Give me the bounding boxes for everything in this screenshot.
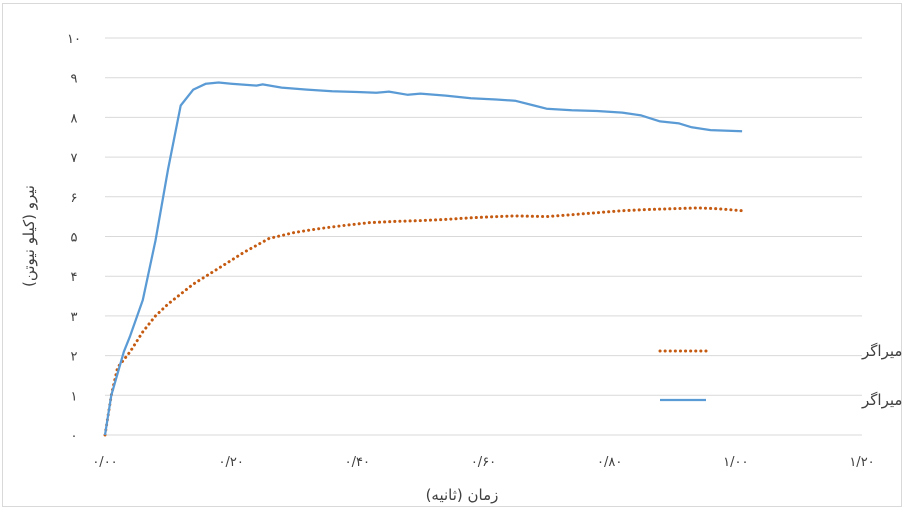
y-axis-tick-labels: ۰ ۱ ۲ ۳ ۴ ۵ ۶ ۷ ۸ ۹ ۱۰ — [67, 32, 81, 444]
x-tick-label: ۰/۴۰ — [345, 455, 370, 470]
y-tick-label: ۰ — [71, 429, 78, 444]
x-axis-tick-labels: ۰/۰۰ ۰/۲۰ ۰/۴۰ ۰/۶۰ ۰/۸۰ ۱/۰۰ ۱/۲۰ — [92, 455, 874, 470]
x-tick-label: ۰/۸۰ — [597, 455, 622, 470]
x-tick-label: ۱/۲۰ — [849, 455, 874, 470]
y-tick-label: ۲ — [71, 350, 78, 365]
legend: قاب بدون میراگر قاب دارای میراگر — [658, 342, 906, 409]
y-tick-label: ۶ — [71, 191, 78, 206]
legend-label-series-1: قاب بدون میراگر — [861, 342, 906, 360]
y-tick-label: ۵ — [71, 231, 78, 246]
y-tick-label: ۱۰ — [67, 32, 81, 47]
series-lines — [103, 81, 744, 437]
y-tick-label: ۷ — [71, 151, 78, 166]
y-tick-label: ۴ — [71, 270, 78, 285]
series-line-1 — [103, 206, 744, 437]
x-tick-label: ۱/۰۰ — [723, 455, 748, 470]
x-tick-label: ۰/۲۰ — [219, 455, 244, 470]
x-tick-label: ۰/۶۰ — [471, 455, 496, 470]
grid-lines — [105, 37, 862, 436]
y-tick-label: ۸ — [71, 111, 78, 126]
legend-label-series-2: قاب دارای میراگر — [861, 391, 906, 409]
series-line-2 — [103, 81, 743, 436]
y-axis-title: نیرو (کیلو نیوتن) — [20, 185, 38, 287]
x-axis-title: زمان (ثانیه) — [426, 486, 499, 504]
y-tick-label: ۳ — [71, 310, 78, 325]
y-tick-label: ۹ — [71, 72, 78, 87]
y-tick-label: ۱ — [71, 389, 78, 404]
x-tick-label: ۰/۰۰ — [92, 455, 117, 470]
